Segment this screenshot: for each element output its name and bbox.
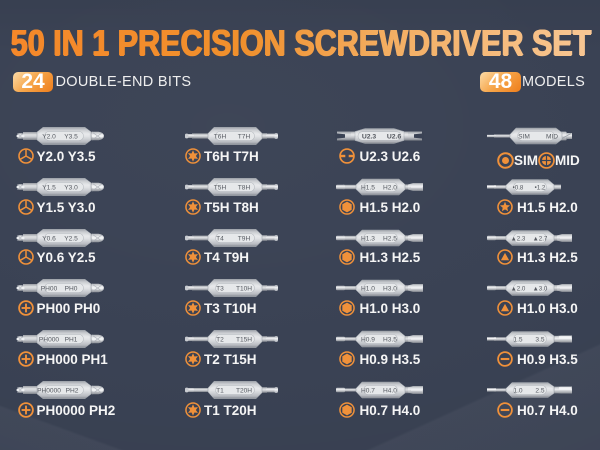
svg-text:T9H: T9H — [238, 235, 251, 242]
svg-text:▲2.0: ▲2.0 — [511, 286, 526, 293]
svg-text:H1.3: H1.3 — [361, 235, 375, 242]
svg-text:MID: MID — [546, 133, 558, 140]
svg-text:▲2.3: ▲2.3 — [511, 235, 526, 242]
svg-text:Y2.5: Y2.5 — [64, 235, 78, 242]
svg-text:2.5: 2.5 — [535, 387, 544, 394]
svg-text:H0.9: H0.9 — [361, 336, 375, 343]
svg-text:H3.5: H3.5 — [383, 336, 397, 343]
svg-text:H3.0: H3.0 — [383, 286, 397, 293]
svg-text:H1.5: H1.5 — [361, 184, 375, 191]
svg-text:T2: T2 — [216, 336, 224, 343]
svg-text:•0.8: •0.8 — [513, 184, 524, 191]
svg-text:3.5: 3.5 — [535, 336, 544, 343]
svg-text:▲3.0: ▲3.0 — [533, 286, 548, 293]
svg-text:SIM: SIM — [518, 133, 530, 140]
svg-text:PH0000: PH0000 — [37, 387, 61, 394]
svg-text:T8H: T8H — [238, 184, 251, 191]
svg-text:Y3.5: Y3.5 — [64, 133, 78, 140]
svg-text:•1.2: •1.2 — [535, 184, 546, 191]
svg-text:Y1.5: Y1.5 — [42, 184, 56, 191]
svg-text:T10H: T10H — [236, 286, 252, 293]
svg-text:H4.0: H4.0 — [383, 387, 397, 394]
svg-text:1.5: 1.5 — [513, 336, 522, 343]
svg-text:PH1: PH1 — [65, 336, 78, 343]
svg-text:H2.5: H2.5 — [383, 235, 397, 242]
svg-text:PH2: PH2 — [66, 387, 79, 394]
svg-text:Y2.0: Y2.0 — [42, 133, 56, 140]
svg-text:H2.0: H2.0 — [383, 184, 397, 191]
svg-text:T4: T4 — [216, 235, 224, 242]
svg-text:U2.6: U2.6 — [387, 133, 402, 140]
svg-text:T1: T1 — [216, 387, 224, 394]
svg-text:T5H: T5H — [214, 184, 227, 191]
svg-text:Y0.6: Y0.6 — [42, 235, 56, 242]
svg-text:T7H: T7H — [238, 133, 251, 140]
svg-text:Y3.0: Y3.0 — [64, 184, 78, 191]
svg-text:PH0: PH0 — [65, 286, 78, 293]
svg-text:H0.7: H0.7 — [361, 387, 375, 394]
svg-text:T6H: T6H — [214, 133, 227, 140]
svg-text:T15H: T15H — [236, 336, 252, 343]
svg-text:PH00: PH00 — [41, 286, 58, 293]
svg-text:T20H: T20H — [236, 387, 252, 394]
svg-text:H1.0: H1.0 — [361, 286, 375, 293]
svg-text:T3: T3 — [216, 286, 224, 293]
svg-text:PH000: PH000 — [39, 336, 59, 343]
svg-text:U2.3: U2.3 — [362, 133, 377, 140]
svg-text:1.0: 1.0 — [513, 387, 522, 394]
svg-text:▲2.7: ▲2.7 — [533, 235, 548, 242]
